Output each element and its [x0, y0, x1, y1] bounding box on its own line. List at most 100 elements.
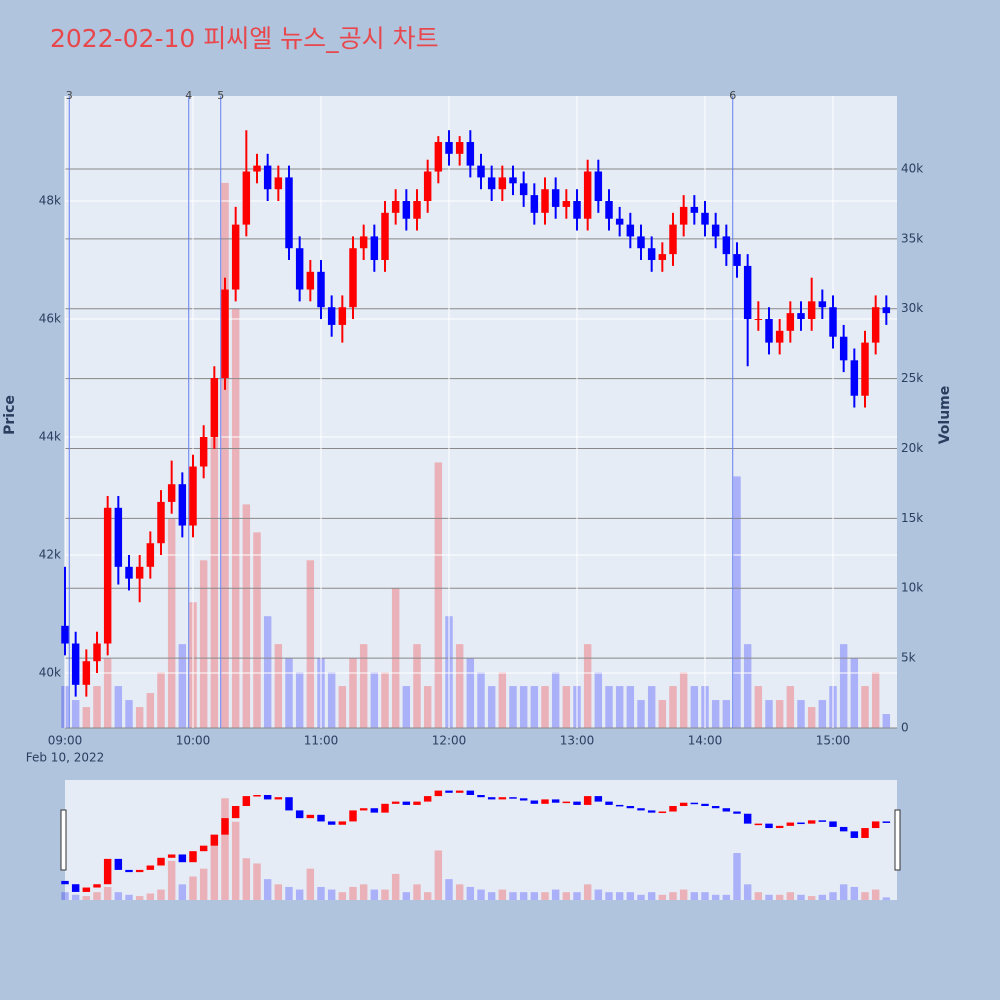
slider-volume-bar [775, 894, 784, 900]
volume-bar [295, 672, 304, 728]
candle-body [391, 201, 400, 213]
slider-volume-bar [455, 884, 464, 900]
volume-bar [530, 686, 539, 728]
y-tick-label: 48k [39, 194, 61, 208]
news-label: 6 [729, 89, 736, 102]
slider-candle [349, 810, 357, 822]
slider-volume-bar [498, 889, 507, 900]
candle-body [93, 643, 101, 662]
slider-volume-bar [573, 892, 581, 900]
volume-bar [370, 672, 379, 728]
volume-bar [93, 686, 101, 728]
slider-volume-bar [317, 886, 325, 900]
slider-candle [263, 794, 272, 800]
slider-volume-bar [103, 886, 112, 900]
slider-candle [445, 790, 453, 793]
slider-candle [434, 790, 443, 797]
range-slider[interactable] [65, 780, 897, 900]
candle-body [231, 224, 240, 290]
slider-candle [135, 869, 144, 873]
candle-body [445, 142, 453, 154]
slider-volume-bar [221, 798, 229, 900]
slider-candle [93, 884, 101, 888]
slider-candle [530, 800, 539, 804]
candle-body [562, 201, 571, 207]
slider-volume-bar [637, 894, 645, 900]
slider-volume-bar [829, 892, 837, 900]
candle-body [317, 271, 325, 308]
y-tick-label: 42k [39, 548, 61, 562]
slider-candle [690, 802, 699, 805]
slider-candle [114, 858, 123, 870]
candle-body [413, 201, 421, 219]
volume-bar [669, 686, 677, 728]
slider-candle [487, 797, 496, 800]
candle-body [551, 189, 560, 207]
y2-tick-label: 40k [901, 161, 923, 175]
volume-bar [477, 672, 485, 728]
volume-bar [690, 686, 699, 728]
slider-volume-bar [509, 892, 517, 900]
candle-body [327, 307, 336, 325]
slider-candle [61, 880, 69, 885]
slider-volume-bar [253, 863, 261, 900]
volume-bar [167, 518, 176, 728]
slider-candle [413, 801, 421, 805]
x-date-label: Feb 10, 2022 [26, 751, 105, 765]
slider-candle [839, 826, 848, 832]
volume-bar [274, 644, 283, 728]
slider-volume-bar [391, 873, 400, 900]
volume-bar [125, 700, 133, 728]
candle-body [295, 248, 304, 290]
candle-body [786, 313, 795, 331]
slider-candle [754, 823, 763, 826]
slider-volume-bar [871, 889, 880, 900]
slider-volume-bar [519, 892, 528, 900]
candle-body [679, 206, 688, 225]
candle-body [615, 218, 624, 225]
slider-volume-bar [189, 876, 197, 900]
slider-handle[interactable] [60, 809, 67, 871]
slider-volume-bar [135, 896, 144, 900]
candle-body [669, 224, 677, 255]
candle-body [797, 313, 805, 320]
candle-body [818, 301, 827, 308]
candle-body [530, 195, 539, 213]
slider-candle [818, 820, 827, 822]
slider-candle [871, 821, 880, 829]
candle-body [338, 307, 347, 325]
slider-volume-bar [274, 884, 283, 900]
y2-tick-label: 20k [901, 441, 923, 455]
candle-body [189, 466, 197, 526]
candle-body [61, 625, 69, 644]
slider-volume-bar [882, 897, 891, 900]
slider-candle [594, 796, 603, 802]
slider-volume-bar [711, 894, 720, 900]
volume-bar [711, 700, 720, 728]
slider-candle [82, 887, 91, 892]
volume-bar [327, 672, 336, 728]
candle-body [402, 201, 411, 219]
volume-bar [615, 686, 624, 728]
candle-body [285, 177, 293, 249]
slider-volume-bar [157, 889, 165, 900]
x-tick-label: 11:00 [304, 734, 339, 748]
y2-axis-title: Volume [937, 386, 953, 445]
slider-candle [210, 834, 219, 846]
slider-handle[interactable] [894, 809, 901, 871]
candle-body [210, 378, 219, 438]
slider-volume-bar [423, 892, 432, 900]
slider-candle [637, 808, 645, 811]
slider-candle [615, 804, 624, 807]
candle-body [146, 543, 155, 567]
slider-candle [786, 822, 795, 826]
slider-volume-bar [530, 892, 539, 900]
volume-bar [338, 686, 347, 728]
volume-bar [221, 182, 229, 728]
candle-body [573, 201, 581, 219]
volume-bar [146, 693, 155, 728]
candle-body [434, 142, 443, 172]
candle-body [861, 342, 869, 396]
candle-body [807, 301, 816, 320]
